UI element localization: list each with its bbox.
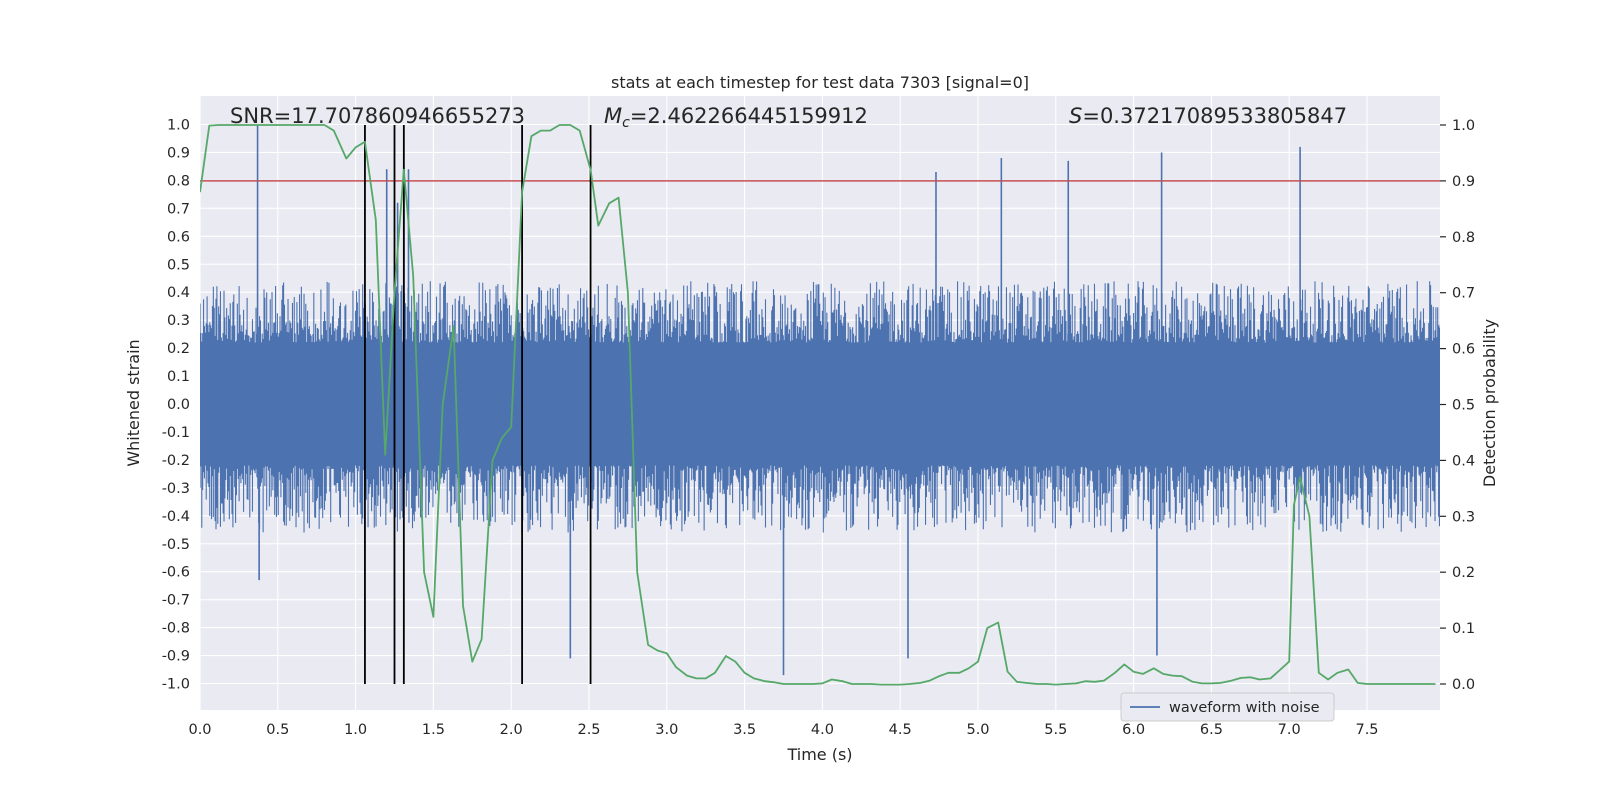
mc-symbol: M [604,104,622,128]
y-tick-label: -0.6 [162,565,190,581]
y-tick-label: 0.3 [167,313,190,329]
legend: waveform with noise [1120,692,1335,722]
y-tick-label: -0.9 [162,649,190,665]
y2-tick-label: 0.7 [1452,286,1475,302]
chart-title: stats at each timestep for test data 730… [611,73,1029,92]
legend-box [1120,692,1335,722]
y2-tick-label: 0.6 [1452,342,1475,358]
y-axis-label: Whitened strain [124,339,143,466]
y2-tick-label: 0.0 [1452,677,1475,693]
y-tick-label: -1.0 [162,677,190,693]
legend-entry: waveform with noise [1169,700,1320,716]
y-tick-label: 0.8 [167,173,190,189]
y-tick-label: 0.5 [167,257,190,273]
mc-value: =2.462266445159912 [630,104,868,128]
x-tick-label: 1.0 [344,722,367,738]
x-tick-label: 6.5 [1200,722,1223,738]
x-tick-label: 2.5 [577,722,600,738]
x-tick-label: 7.5 [1355,722,1378,738]
y-tick-label: -0.4 [162,509,190,525]
y-tick-label: 0.2 [167,341,190,357]
x-tick-label: 4.0 [811,722,834,738]
x-axis-label: Time (s) [786,745,852,764]
x-tick-label: 0.0 [188,722,211,738]
x-tick-label: 7.0 [1278,722,1301,738]
y2-tick-label: 0.2 [1452,565,1475,581]
y-tick-label: 0.6 [167,229,190,245]
y-tick-label: 0.7 [167,201,190,217]
y2-tick-label: 0.9 [1452,174,1475,190]
y-tick-label: -0.2 [162,453,190,469]
x-tick-label: 1.5 [422,722,445,738]
y2-axis-ticks: 0.0 0.1 0.2 0.3 0.4 0.5 0.6 0.7 0.8 0.9 1.0 [1440,118,1475,693]
y-tick-label: 1.0 [167,118,190,134]
x-tick-label: 3.5 [733,722,756,738]
s-value: =0.37217089533805847 [1082,104,1347,128]
y-tick-label: -0.7 [162,593,190,609]
y-axis-ticks: -1.0 -0.9 -0.8 -0.7 -0.6 -0.5 -0.4 -0.3 -0.2 -0.1… [162,118,190,693]
mc-subscript: c [622,115,630,131]
y-tick-label: -0.3 [162,481,190,497]
y2-tick-label: 0.3 [1452,509,1475,525]
y-tick-label: -0.5 [162,537,190,553]
snr-value: =17.707860946655273 [274,104,525,128]
x-tick-label: 0.5 [266,722,289,738]
y2-axis-label: Detection probability [1480,319,1499,487]
x-axis-ticks: 0.0 0.5 1.0 1.5 2.0 2.5 3.0 3.5 4.0 4.5 5.0 5.5 6.0 6… [188,722,1378,738]
y-tick-label: 0.1 [167,369,190,385]
y-tick-label: 0.4 [167,285,190,301]
y2-tick-label: 0.5 [1452,398,1475,414]
x-tick-label: 2.0 [500,722,523,738]
s-annotation: S=0.37217089533805847 [1069,104,1347,128]
y-tick-label: -0.8 [162,621,190,637]
snr-annotation: SNR=17.707860946655273 [230,104,525,128]
x-tick-label: 4.5 [889,722,912,738]
y-tick-label: -0.1 [162,425,190,441]
detection-probability-line [200,124,1436,686]
waveform-series [200,124,1440,676]
waveform-noise [200,281,1440,533]
x-tick-label: 5.5 [1044,722,1067,738]
x-tick-label: 5.0 [966,722,989,738]
x-tick-label: 3.0 [655,722,678,738]
x-tick-label: 6.0 [1122,722,1145,738]
s-symbol: S [1069,104,1082,128]
y2-tick-label: 0.8 [1452,230,1475,246]
overlay-lines [200,124,1440,686]
mc-annotation: Mc=2.462266445159912 [604,104,868,131]
y-tick-label: 0.0 [167,397,190,413]
y2-tick-label: 1.0 [1452,118,1475,134]
y2-tick-label: 0.1 [1452,621,1475,637]
snr-label: SNR [230,104,274,128]
y2-tick-label: 0.4 [1452,453,1475,469]
y-tick-label: 0.9 [167,145,190,161]
